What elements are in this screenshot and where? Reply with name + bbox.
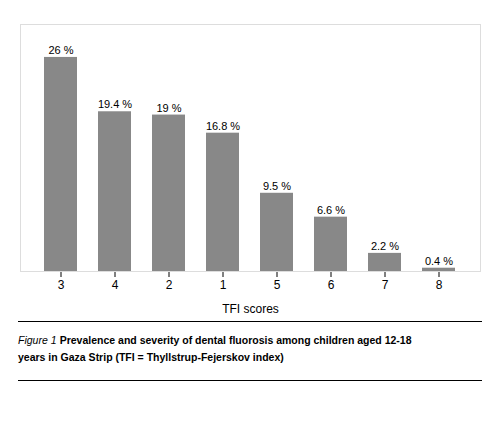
svg-text:9.5 %: 9.5 % <box>263 180 291 192</box>
svg-text:5: 5 <box>274 278 281 292</box>
svg-text:26 %: 26 % <box>48 44 73 56</box>
svg-text:19.4 %: 19.4 % <box>98 98 132 110</box>
svg-text:6: 6 <box>328 278 335 292</box>
svg-text:19 %: 19 % <box>156 102 181 114</box>
svg-text:1: 1 <box>220 278 227 292</box>
svg-text:6.6 %: 6.6 % <box>317 204 345 216</box>
svg-text:8: 8 <box>436 278 443 292</box>
html-text:years in Gaza Strip (TFI = Thy: years in Gaza Strip (TFI = Thyllstrup-Fe… <box>18 350 284 363</box>
svg-text:7: 7 <box>382 278 389 292</box>
svg-text:TFI scores: TFI scores <box>222 302 279 316</box>
svg-text:0.4 %: 0.4 % <box>425 255 453 267</box>
svg-text:16.8 %: 16.8 % <box>206 120 240 132</box>
svg-text:2: 2 <box>166 278 173 292</box>
html-text:Figure 1 Prevalence and severi: Figure 1 Prevalence and severity of dent… <box>18 334 412 346</box>
svg-text:3: 3 <box>58 278 65 292</box>
svg-text:4: 4 <box>112 278 119 292</box>
svg-text:2.2 %: 2.2 % <box>371 240 399 252</box>
